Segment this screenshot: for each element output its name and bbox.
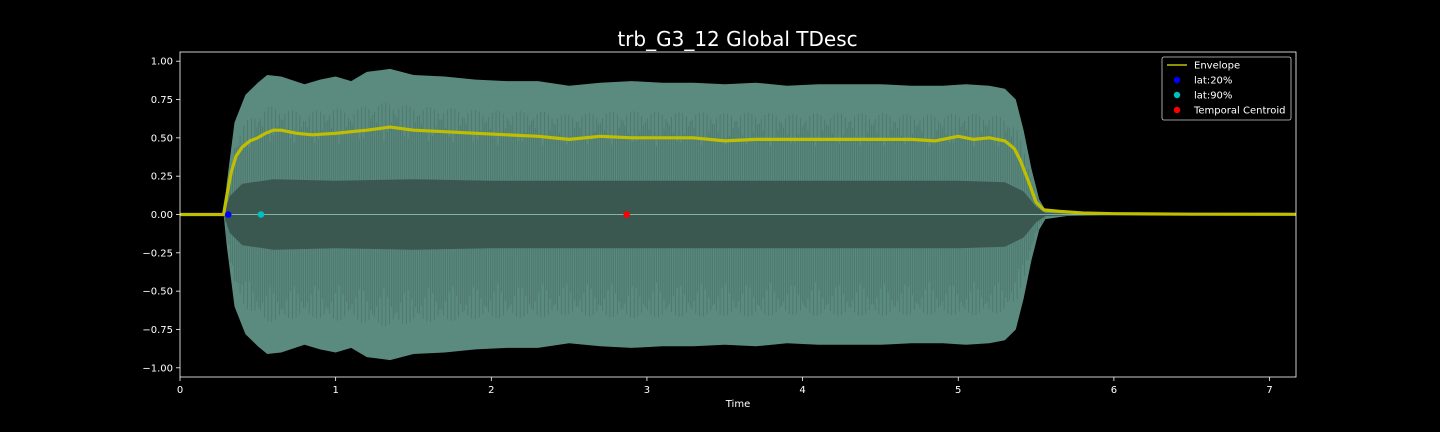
x-tick-label: 7 <box>1266 385 1272 396</box>
y-tick-label: 0.00 <box>151 210 173 221</box>
y-axis: 1.00 0.75 0.50 0.25 0.00 −0.25 −0.50 −0.75 −1.00 <box>142 57 180 374</box>
y-tick-label: 0.25 <box>151 172 173 183</box>
y-tick-label: −0.25 <box>142 248 173 259</box>
x-tick-label: 2 <box>488 385 494 396</box>
waveform <box>180 68 1296 361</box>
x-tick-label: 0 <box>177 385 183 396</box>
y-tick-label: 1.00 <box>151 57 173 68</box>
x-tick-label: 5 <box>955 385 961 396</box>
x-tick-label: 1 <box>332 385 338 396</box>
legend-swatch-dot <box>1173 91 1181 99</box>
legend-item: lat:20% <box>1173 76 1232 87</box>
legend-item: Envelope <box>1167 61 1240 72</box>
y-tick-label: −1.00 <box>142 363 173 374</box>
y-tick-label: 0.50 <box>151 133 173 144</box>
plot-area <box>179 51 1297 378</box>
legend: Envelope lat:20% lat:90% Temporal Centroid <box>1161 56 1292 121</box>
y-tick-label: −0.75 <box>142 325 173 336</box>
legend-items: Envelope lat:20% lat:90% Temporal Centroid <box>1167 61 1286 117</box>
series-layer <box>180 125 1297 218</box>
x-axis-label: Time <box>725 399 750 410</box>
legend-box <box>1161 56 1292 121</box>
series-point-lat-90- <box>257 211 265 218</box>
legend-item: Temporal Centroid <box>1173 106 1286 117</box>
y-tick-label: −0.50 <box>142 287 173 298</box>
legend-item: lat:90% <box>1173 91 1232 102</box>
legend-label: Envelope <box>1194 61 1240 72</box>
x-axis: 0 1 2 3 4 5 6 7 <box>177 377 1273 396</box>
y-tick-label: 0.75 <box>151 95 173 106</box>
series-point-temporal-centroid <box>623 211 631 218</box>
legend-label: lat:20% <box>1194 76 1232 87</box>
chart-title: trb_G3_12 Global TDesc <box>617 27 857 51</box>
x-tick-label: 4 <box>799 385 805 396</box>
legend-label: lat:90% <box>1194 91 1232 102</box>
legend-label: Temporal Centroid <box>1193 106 1286 117</box>
x-tick-label: 6 <box>1111 385 1117 396</box>
legend-swatch-dot <box>1173 76 1181 84</box>
legend-swatch-dot <box>1173 106 1181 114</box>
series-line-envelope <box>180 125 1297 217</box>
x-tick-label: 3 <box>644 385 650 396</box>
series-point-lat-20- <box>224 211 232 218</box>
